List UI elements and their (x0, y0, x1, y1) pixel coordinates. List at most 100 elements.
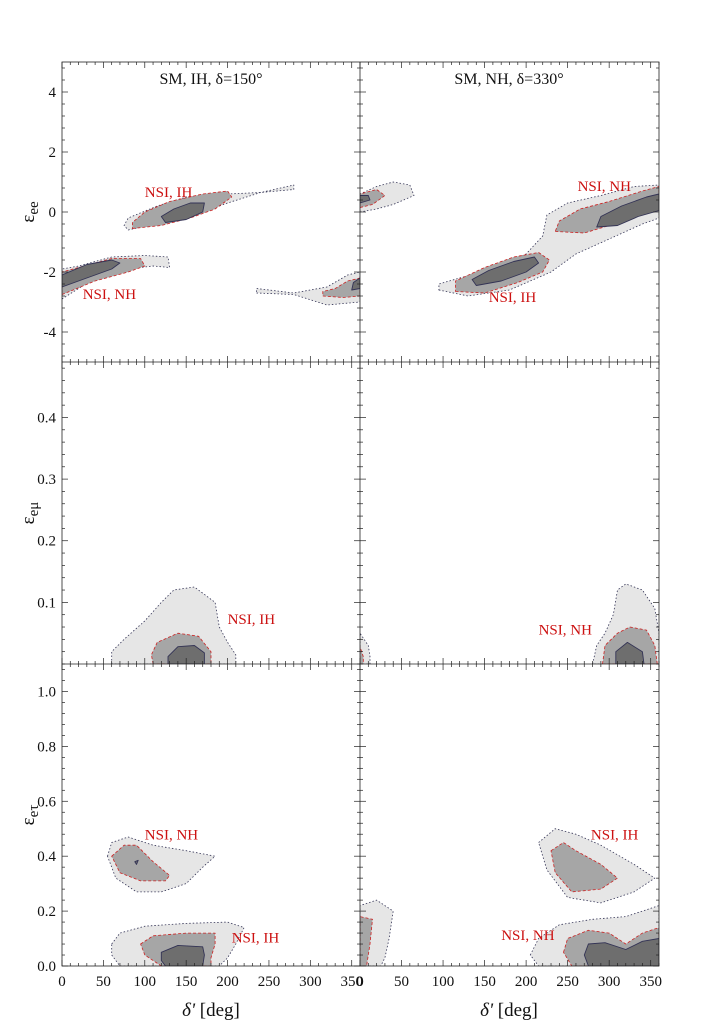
ytick-label-top-left-2: 0 (49, 205, 57, 221)
ytick-label-middle-left-0: 0.1 (37, 595, 56, 611)
contour-region-1sigma-middle-right-4 (615, 641, 645, 664)
xtick-label-bottom-right-2: 100 (432, 974, 455, 990)
xlabel-left-unit: [deg] (200, 1000, 240, 1021)
panel-top-left: SM, IH, δ=150° NSI, IH NSI, NH (62, 71, 360, 306)
xlabel-left-symbol: δ' (182, 1000, 196, 1021)
annotations-top-right: NSI, NH NSI, IH (489, 179, 631, 306)
xtick-label-bottom-left-7: 350 (340, 974, 363, 990)
contour-region-2sigma-top-left-7 (322, 277, 360, 298)
regions-middle-left (111, 586, 237, 664)
contour-region-3sigma-top-right-0 (360, 181, 415, 213)
regions-bottom-left (107, 836, 245, 966)
contour-region-1sigma-bottom-right-6 (583, 938, 659, 966)
contour-region-2sigma-top-right-6 (554, 186, 659, 234)
annotation-bottom-left-1: NSI, IH (232, 931, 280, 947)
panel-top-right: SM, NH, δ=330° NSI, NH NSI, IH (360, 71, 659, 306)
contour-region-2sigma-bottom-left-1 (111, 844, 171, 882)
contour-region-1sigma-bottom-left-2 (134, 859, 139, 865)
annotation-bottom-right-0: NSI, IH (591, 828, 639, 844)
panel-middle-left: NSI, IH (111, 586, 276, 664)
ytick-label-bottom-left-2: 0.4 (37, 849, 56, 865)
regions-middle-right (360, 583, 659, 664)
panel-bottom-right: NSI, IH NSI, NH (360, 828, 659, 966)
xtick-label-bottom-left-6: 300 (299, 974, 322, 990)
xtick-label-bottom-left-4: 200 (216, 974, 239, 990)
ytick-label-bottom-left-5: 1.0 (37, 684, 56, 700)
annotations-middle-right: NSI, NH (539, 622, 593, 638)
contour-region-1sigma-top-left-2 (62, 259, 121, 288)
ytick-label-top-left-4: 4 (49, 85, 57, 101)
ylabel-bottom-symbol: ε (18, 817, 39, 825)
xtick-label-bottom-left-5: 250 (258, 974, 281, 990)
contour-region-1sigma-top-right-5 (471, 256, 540, 286)
ytick-label-top-left-1: -2 (44, 265, 57, 281)
svg-text:εeτ: εeτ (18, 805, 42, 826)
xtick-label-bottom-right-7: 350 (639, 974, 662, 990)
annotation-top-right-1: NSI, IH (489, 290, 537, 306)
annotations-bottom-right: NSI, IH NSI, NH (501, 828, 638, 944)
panel-bottom-left: NSI, NH NSI, IH (107, 828, 280, 966)
annotations-top-left: NSI, IH NSI, NH (83, 185, 193, 303)
annotation-top-left-1: NSI, NH (83, 287, 137, 303)
ytick-label-top-left-3: 2 (49, 145, 57, 161)
contour-region-1sigma-top-left-5 (160, 202, 205, 223)
panel-title-top-right: SM, NH, δ=330° (454, 71, 563, 88)
regions-top-right (360, 181, 659, 297)
contour-region-2sigma-bottom-right-1 (360, 916, 373, 966)
ylabel-middle-sub: eμ (26, 502, 42, 517)
panel-middle-right: NSI, NH (360, 583, 659, 664)
ylabel-top-symbol: ε (18, 215, 39, 223)
contour-region-2sigma-bottom-right-3 (550, 842, 618, 893)
regions-top-left (62, 184, 360, 306)
xtick-label-bottom-right-5: 250 (556, 974, 579, 990)
xtick-label-bottom-left-2: 100 (134, 974, 157, 990)
annotation-top-left-0: NSI, IH (145, 185, 193, 201)
contour-region-1sigma-middle-left-2 (167, 645, 205, 664)
regions-bottom-right (360, 828, 659, 966)
x-axis-label-left: δ' [deg] (182, 1000, 240, 1021)
annotation-bottom-right-1: NSI, NH (501, 928, 555, 944)
annotation-top-right-0: NSI, NH (578, 179, 632, 195)
ytick-label-bottom-left-3: 0.6 (37, 794, 56, 810)
xtick-label-bottom-right-0: 0 (356, 974, 364, 990)
ytick-label-bottom-left-1: 0.2 (37, 904, 56, 920)
y-axis-label-bottom: εeτ (18, 805, 42, 826)
panel-title-top-left: SM, IH, δ=150° (160, 71, 263, 88)
y-axis-label-top: εee (18, 201, 42, 223)
annotations-bottom-left: NSI, NH NSI, IH (145, 828, 280, 947)
xlabel-right-unit: [deg] (498, 1000, 538, 1021)
ylabel-middle-symbol: ε (18, 516, 39, 524)
ylabel-bottom-sub: eτ (26, 805, 42, 818)
contour-region-1sigma-bottom-left-5 (160, 944, 205, 966)
ytick-label-top-left-0: -4 (44, 325, 57, 341)
xtick-label-bottom-left-3: 150 (175, 974, 198, 990)
annotation-middle-right-0: NSI, NH (539, 622, 593, 638)
svg-text:εee: εee (18, 201, 42, 223)
xtick-label-bottom-right-1: 50 (394, 974, 409, 990)
ytick-label-middle-left-2: 0.3 (37, 472, 56, 488)
contour-region-1sigma-top-left-8 (351, 277, 360, 291)
contour-region-1sigma-top-right-7 (596, 193, 659, 228)
y-axis-label-middle: εeμ (18, 502, 42, 525)
xtick-label-bottom-left-0: 0 (58, 974, 66, 990)
xtick-label-bottom-right-3: 150 (473, 974, 496, 990)
ylabel-top-sub: ee (26, 201, 42, 215)
xtick-label-bottom-left-1: 50 (96, 974, 111, 990)
ytick-label-middle-left-3: 0.4 (37, 410, 56, 426)
x-axis-label-right: δ' [deg] (480, 1000, 538, 1021)
ytick-label-middle-left-1: 0.2 (37, 534, 56, 550)
xtick-label-bottom-right-4: 200 (515, 974, 538, 990)
annotation-middle-left-0: NSI, IH (228, 612, 276, 628)
axis-ticks: -4 -2 0 2 4 0.1 0.2 0.3 0.4 0.0 0.2 0.4 0.6 0.8 1.0 0 50… (37, 62, 662, 990)
annotations-middle-left: NSI, IH (228, 612, 276, 628)
svg-text:εeμ: εeμ (18, 502, 42, 525)
contour-region-2sigma-middle-right-1 (360, 646, 364, 664)
xlabel-right-symbol: δ' (480, 1000, 494, 1021)
xtick-label-bottom-right-6: 300 (598, 974, 621, 990)
ytick-label-bottom-left-4: 0.8 (37, 739, 56, 755)
ytick-label-bottom-left-0: 0.0 (37, 959, 56, 975)
contour-region-1sigma-top-right-2 (360, 195, 371, 204)
annotation-bottom-left-0: NSI, NH (145, 828, 199, 844)
contour-region-2sigma-top-right-1 (360, 189, 386, 208)
